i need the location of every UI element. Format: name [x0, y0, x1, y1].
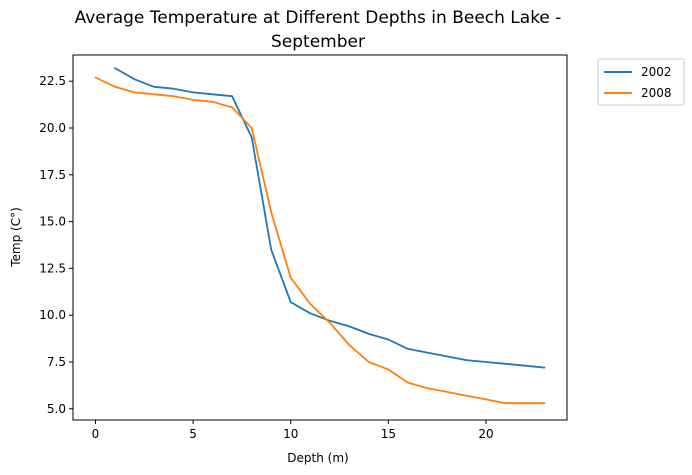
plot-area: [72, 54, 568, 421]
x-axis-label: Depth (m): [287, 451, 348, 465]
y-tick-label: 10.0: [39, 308, 66, 322]
y-axis: 5.0 7.5 10.0 12.5 15.0 17.5 20.0 22.5: [39, 74, 73, 416]
series-line-2008: [94, 76, 546, 405]
series-line-2002: [114, 67, 546, 369]
x-tick-label: 10: [283, 427, 298, 441]
legend-label-2002: 2002: [641, 65, 672, 79]
y-axis-label: Temp (C°): [9, 207, 23, 268]
x-tick-label: 20: [478, 427, 493, 441]
x-tick-label: 0: [92, 427, 100, 441]
y-tick-label: 7.5: [47, 355, 66, 369]
series-lines: [94, 67, 546, 405]
legend-label-2008: 2008: [641, 86, 672, 100]
legend: 2002 2008: [597, 58, 685, 106]
chart-title-line-1: Average Temperature at Different Depths …: [75, 8, 562, 28]
y-tick-label: 17.5: [39, 168, 66, 182]
x-tick-label: 5: [189, 427, 197, 441]
y-tick-label: 22.5: [39, 74, 66, 88]
y-tick-label: 20.0: [39, 121, 66, 135]
y-tick-label: 15.0: [39, 215, 66, 229]
y-tick-label: 5.0: [47, 402, 66, 416]
chart-title-line-2: September: [271, 32, 365, 52]
x-axis: 0 5 10 15 20: [92, 420, 494, 441]
x-tick-label: 15: [381, 427, 396, 441]
y-tick-label: 12.5: [39, 261, 66, 275]
